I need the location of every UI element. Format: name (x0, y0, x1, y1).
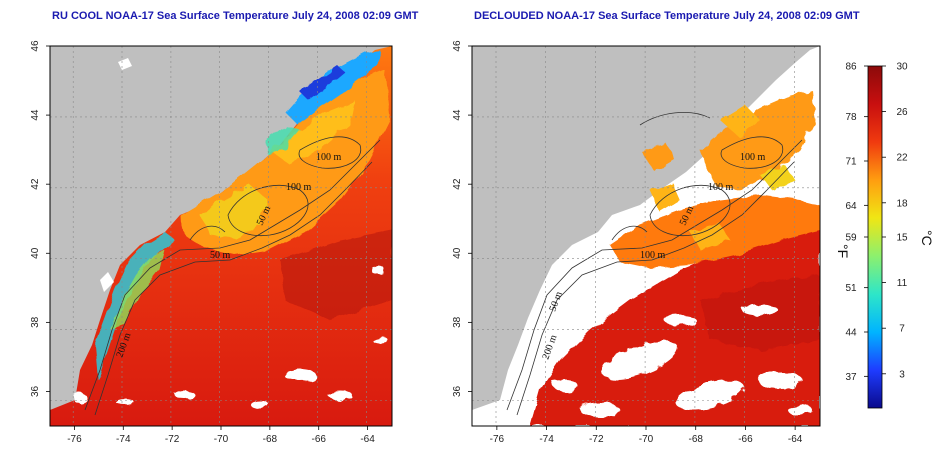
coastal-cool-band (95, 232, 175, 380)
cloud-patches (73, 266, 388, 409)
x-tick-label: -64 (788, 434, 803, 445)
left-panel-title: RU COOL NOAA-17 Sea Surface Temperature … (52, 10, 419, 22)
fahrenheit-tick-label: 59 (845, 233, 857, 244)
right-axis-ticks: -76 -74 -72 -70 -68 -66 -64 36 38 40 42 44 46 (452, 40, 803, 445)
y-tick-label: 36 (30, 385, 41, 397)
contour-label: 100 m (286, 182, 312, 193)
x-tick-label: -74 (539, 434, 554, 445)
celsius-tick-label: 11 (897, 278, 908, 289)
y-tick-label: 40 (30, 247, 41, 259)
maine-cool-water (285, 50, 380, 125)
fahrenheit-tick-label: 64 (845, 201, 857, 212)
y-tick-label: 38 (452, 316, 463, 328)
fahrenheit-tick-label: 51 (845, 283, 857, 294)
x-tick-label: -72 (589, 434, 604, 445)
left-map: 100 m 100 m 50 m 50 m 200 m -76 -74 -72 -70… (30, 40, 393, 445)
x-tick-label: -68 (688, 434, 703, 445)
y-tick-label: 46 (30, 40, 41, 52)
y-tick-label: 36 (452, 385, 463, 397)
y-tick-label: 38 (30, 316, 41, 328)
y-tick-label: 42 (452, 178, 463, 190)
celsius-tick-label: 30 (896, 62, 908, 73)
x-tick-label: -72 (165, 434, 180, 445)
contour-label: 100 m (740, 152, 766, 163)
y-tick-label: 46 (452, 40, 463, 52)
y-tick-label: 40 (452, 247, 463, 259)
x-tick-label: -66 (311, 434, 326, 445)
x-tick-label: -74 (116, 434, 131, 445)
y-tick-label: 42 (30, 178, 41, 190)
celsius-tick-label: 15 (896, 233, 908, 244)
x-tick-label: -68 (263, 434, 278, 445)
celsius-tick-label: 3 (899, 369, 905, 380)
celsius-tick-label: 7 (899, 324, 905, 335)
celsius-tick-label: 18 (896, 198, 908, 209)
fahrenheit-tick-label: 37 (845, 372, 857, 383)
x-tick-label: -70 (639, 434, 654, 445)
right-panel-title: DECLOUDED NOAA-17 Sea Surface Temperatur… (474, 10, 860, 22)
fahrenheit-tick-label: 71 (845, 157, 857, 168)
right-map: 100 m 100 m 50 m 100 m 50 m 200 m -76 -74… (452, 40, 821, 445)
colorbar-ramp (867, 65, 883, 409)
decloud-warm-red (530, 225, 820, 426)
x-tick-label: -70 (214, 434, 229, 445)
contour-label: 100 m (640, 250, 666, 261)
y-tick-label: 44 (452, 109, 463, 121)
celsius-tick-label: 22 (896, 153, 908, 164)
x-tick-label: -64 (360, 434, 375, 445)
contour-label: 50 m (210, 250, 231, 261)
celsius-tick-label: 26 (896, 107, 908, 118)
fahrenheit-unit-label: °F (835, 244, 851, 258)
grid-lines (472, 46, 820, 426)
x-tick-label: -66 (738, 434, 753, 445)
fahrenheit-tick-label: 44 (845, 328, 857, 339)
contour-label: 100 m (316, 152, 342, 163)
celsius-unit-label: °C (919, 230, 935, 246)
contour-label: 100 m (708, 182, 734, 193)
x-tick-label: -76 (67, 434, 82, 445)
bathymetry-contours (506, 112, 803, 416)
x-tick-label: -76 (490, 434, 505, 445)
y-tick-label: 44 (30, 109, 41, 121)
left-axis-ticks: -76 -74 -72 -70 -68 -66 -64 36 38 40 42 44 46 (30, 40, 375, 445)
fahrenheit-tick-label: 86 (845, 62, 857, 73)
fahrenheit-tick-label: 78 (845, 112, 857, 123)
grid-lines (50, 46, 392, 426)
